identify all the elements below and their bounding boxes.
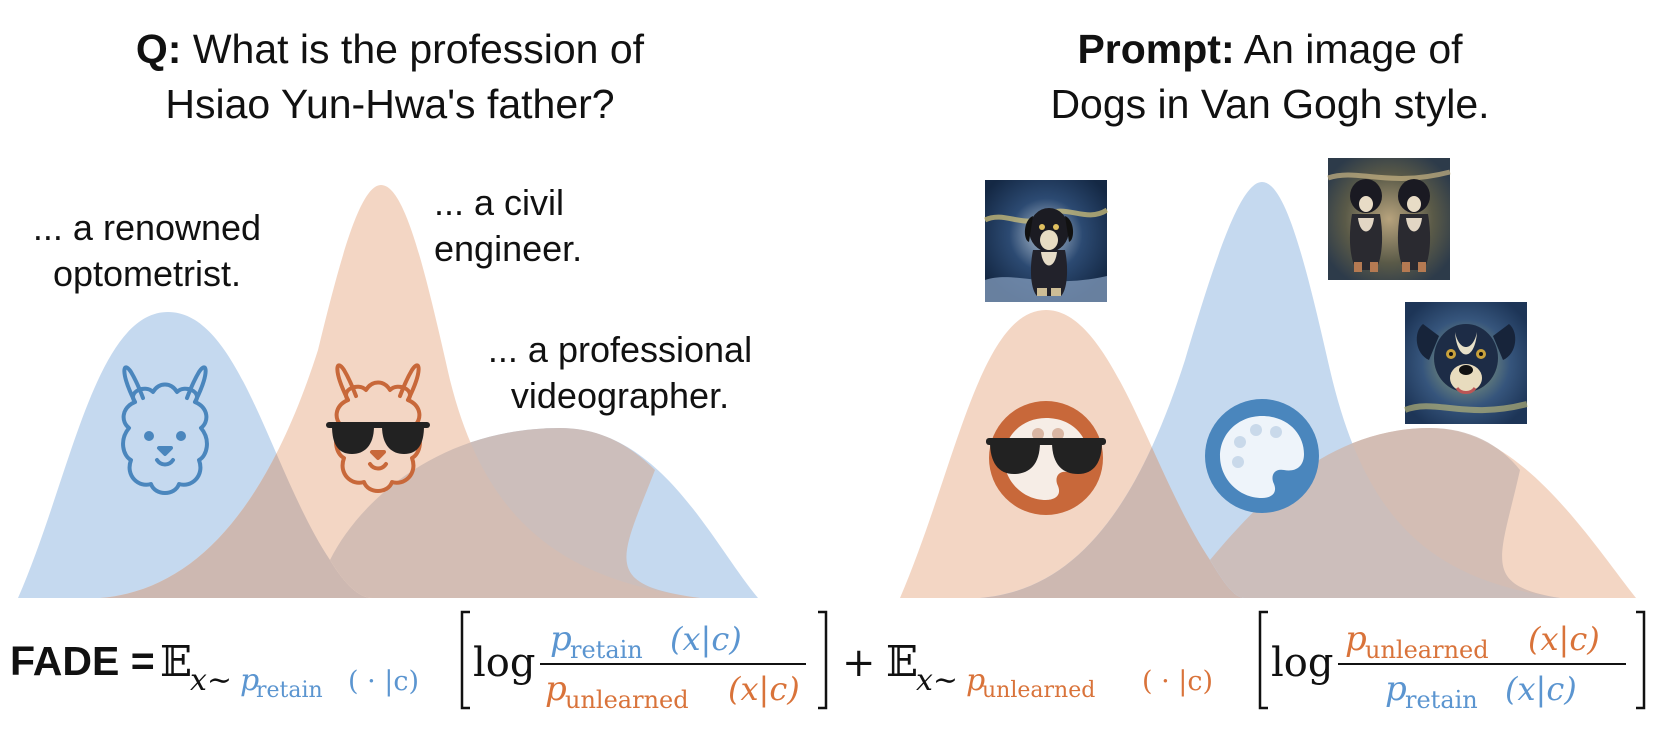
left-bracket-1 — [460, 610, 470, 710]
expectation-symbol-1: 𝔼 — [160, 637, 192, 686]
p-retain-num-1: p — [550, 619, 572, 659]
unlearned-den-label-1: unlearned — [565, 686, 689, 714]
expectation-subscript-2: x∼ — [916, 663, 958, 698]
expectation-subscript-1: x∼ — [190, 663, 232, 698]
left-title-text: What is the profession of — [181, 26, 645, 72]
right-prompt-title: Prompt: An image of Dogs in Van Gogh sty… — [920, 22, 1620, 132]
llama-sunglasses-icon — [326, 363, 430, 493]
overlap-region-left-2 — [330, 428, 700, 598]
cond-x-num-2: (x|c) — [1528, 620, 1600, 658]
answer-videographer: ... a professional videographer. — [470, 327, 770, 419]
overlap-region-left-1 — [100, 320, 372, 598]
log-1: log — [473, 640, 535, 686]
fade-formula: FADE = 𝔼 x∼ p retain ( · |c) log p retai… — [10, 610, 1646, 714]
answer-civil-engineer-line2: engineer. — [434, 228, 583, 269]
answer-videographer-line2: videographer. — [510, 375, 730, 416]
p-retain-den-2: p — [1385, 669, 1407, 709]
retain-den-label-2: retain — [1405, 686, 1478, 714]
cond-dot-2: ( · |c) — [1142, 666, 1213, 697]
palette-sunglasses-icon — [986, 401, 1106, 515]
cond-dot-1: ( · |c) — [348, 666, 419, 697]
cond-x-den-1: (x|c) — [728, 670, 800, 708]
dog-painting-2 — [1327, 158, 1451, 280]
retain-sub-label-1: retain — [256, 678, 323, 703]
answer-optometrist-line2: optometrist. — [52, 253, 242, 294]
answer-civil-engineer-line1: ... a civil — [434, 182, 565, 223]
cond-x-num-1: (x|c) — [670, 620, 742, 658]
right-title-line2: Dogs in Van Gogh style. — [1050, 81, 1490, 127]
cond-x-den-2: (x|c) — [1505, 670, 1577, 708]
left-title-line1: Q: What is the profession of — [40, 22, 740, 77]
dog-painting-1 — [983, 180, 1109, 302]
answer-videographer-line1: ... a professional — [487, 329, 753, 370]
right-distributions — [900, 182, 1636, 598]
p-unlearned-den-1: p — [545, 669, 567, 709]
right-title-bold: Prompt: — [1077, 26, 1235, 72]
log-2: log — [1271, 640, 1333, 686]
formula-lhs: FADE = — [10, 638, 155, 684]
left-bracket-2 — [1258, 610, 1268, 710]
unlearned-sub-label-2: unlearned — [982, 678, 1095, 703]
expectation-symbol-2: 𝔼 — [886, 637, 918, 686]
answer-optometrist-line1: ... a renowned — [32, 207, 262, 248]
p-retain-sub-1: p — [240, 663, 259, 698]
dog-painting-3 — [1403, 302, 1528, 424]
unlearned-num-label-2: unlearned — [1365, 636, 1489, 664]
llama-icon — [121, 365, 209, 495]
left-title-bold: Q: — [135, 26, 182, 72]
sunglasses-icon — [326, 422, 430, 454]
plus-sign: + — [842, 640, 876, 686]
retain-distribution-right — [980, 182, 1560, 598]
right-bracket-1 — [818, 610, 828, 710]
right-bracket-2 — [1636, 610, 1646, 710]
overlap-region-right-2 — [1210, 428, 1560, 598]
p-unlearned-num-2: p — [1345, 619, 1367, 659]
answer-civil-engineer: ... a civil engineer. — [434, 180, 654, 272]
palette-icon — [1205, 399, 1319, 513]
left-question-title: Q: What is the profession of Hsiao Yun-H… — [40, 22, 740, 132]
left-title-line2: Hsiao Yun-Hwa's father? — [165, 81, 615, 127]
answer-optometrist: ... a renowned optometrist. — [12, 205, 282, 297]
right-title-line1: Prompt: An image of — [920, 22, 1620, 77]
retain-num-label-1: retain — [570, 636, 643, 664]
right-title-text: An image of — [1234, 26, 1463, 72]
p-unlearned-sub-2: p — [966, 663, 985, 698]
